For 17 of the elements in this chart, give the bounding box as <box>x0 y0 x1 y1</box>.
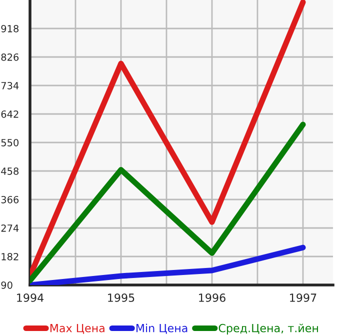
legend-label: Сред.Цена, т.йен <box>218 324 318 334</box>
y-tick-label: 90 <box>1 281 12 289</box>
x-tick-label: 1994 <box>17 294 44 302</box>
y-tick-label: 458 <box>1 167 19 175</box>
y-tick-label: 734 <box>1 82 19 90</box>
y-tick-label: 550 <box>1 138 19 146</box>
x-tick-label: 1995 <box>108 294 134 302</box>
x-tick-label: 1997 <box>290 294 316 302</box>
legend-label: Min Цена <box>136 324 188 334</box>
y-tick-label: 274 <box>1 224 19 232</box>
y-tick-label: 918 <box>1 24 19 32</box>
x-tick-label: 1996 <box>199 294 226 302</box>
y-tick-label: 642 <box>1 110 18 118</box>
y-tick-label: 366 <box>1 196 19 204</box>
y-tick-label: 826 <box>1 53 19 61</box>
legend-label: Max Цена <box>50 324 104 334</box>
y-tick-label: 182 <box>2 252 18 260</box>
